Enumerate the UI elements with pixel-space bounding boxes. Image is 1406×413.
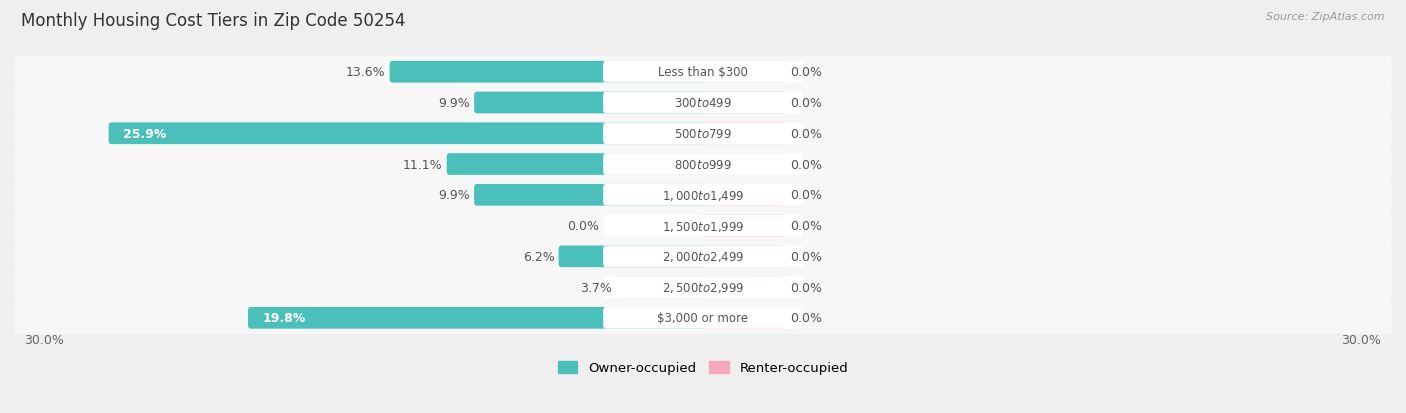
Text: 0.0%: 0.0% — [790, 311, 821, 325]
FancyBboxPatch shape — [603, 62, 803, 83]
Text: 30.0%: 30.0% — [24, 334, 65, 347]
Text: $3,000 or more: $3,000 or more — [658, 311, 748, 325]
FancyBboxPatch shape — [700, 154, 786, 176]
FancyBboxPatch shape — [603, 185, 803, 206]
Text: 3.7%: 3.7% — [579, 281, 612, 294]
FancyBboxPatch shape — [700, 277, 786, 298]
FancyBboxPatch shape — [700, 62, 786, 83]
FancyBboxPatch shape — [700, 215, 786, 237]
Text: 0.0%: 0.0% — [790, 97, 821, 110]
FancyBboxPatch shape — [700, 246, 786, 268]
FancyBboxPatch shape — [108, 123, 706, 145]
FancyBboxPatch shape — [616, 277, 706, 298]
Text: $500 to $799: $500 to $799 — [673, 128, 733, 140]
Text: 9.9%: 9.9% — [439, 97, 470, 110]
Text: $800 to $999: $800 to $999 — [673, 158, 733, 171]
Text: 0.0%: 0.0% — [567, 220, 599, 233]
Text: $1,500 to $1,999: $1,500 to $1,999 — [662, 219, 744, 233]
FancyBboxPatch shape — [14, 149, 1392, 181]
FancyBboxPatch shape — [558, 246, 706, 268]
FancyBboxPatch shape — [474, 185, 706, 206]
FancyBboxPatch shape — [603, 307, 803, 329]
Text: $1,000 to $1,499: $1,000 to $1,499 — [662, 188, 744, 202]
Text: 0.0%: 0.0% — [790, 66, 821, 79]
FancyBboxPatch shape — [603, 123, 803, 145]
FancyBboxPatch shape — [603, 93, 803, 114]
FancyBboxPatch shape — [14, 87, 1392, 119]
FancyBboxPatch shape — [14, 57, 1392, 89]
Text: Monthly Housing Cost Tiers in Zip Code 50254: Monthly Housing Cost Tiers in Zip Code 5… — [21, 12, 405, 30]
Text: 0.0%: 0.0% — [790, 158, 821, 171]
Text: 25.9%: 25.9% — [122, 128, 166, 140]
Text: 0.0%: 0.0% — [790, 281, 821, 294]
Text: 19.8%: 19.8% — [262, 311, 305, 325]
Text: 13.6%: 13.6% — [346, 66, 385, 79]
FancyBboxPatch shape — [603, 277, 803, 298]
FancyBboxPatch shape — [700, 307, 786, 329]
Text: 6.2%: 6.2% — [523, 250, 554, 263]
Text: $2,000 to $2,499: $2,000 to $2,499 — [662, 250, 744, 263]
Text: 0.0%: 0.0% — [790, 220, 821, 233]
FancyBboxPatch shape — [14, 302, 1392, 334]
Legend: Owner-occupied, Renter-occupied: Owner-occupied, Renter-occupied — [558, 361, 848, 374]
Text: 0.0%: 0.0% — [790, 128, 821, 140]
FancyBboxPatch shape — [447, 154, 706, 176]
FancyBboxPatch shape — [700, 123, 786, 145]
FancyBboxPatch shape — [474, 93, 706, 114]
Text: Source: ZipAtlas.com: Source: ZipAtlas.com — [1267, 12, 1385, 22]
Text: 0.0%: 0.0% — [790, 189, 821, 202]
Text: 30.0%: 30.0% — [1341, 334, 1382, 347]
FancyBboxPatch shape — [247, 307, 706, 329]
Text: 0.0%: 0.0% — [790, 250, 821, 263]
Text: $2,500 to $2,999: $2,500 to $2,999 — [662, 280, 744, 294]
FancyBboxPatch shape — [14, 118, 1392, 150]
Text: $300 to $499: $300 to $499 — [673, 97, 733, 110]
Text: 9.9%: 9.9% — [439, 189, 470, 202]
FancyBboxPatch shape — [14, 241, 1392, 273]
FancyBboxPatch shape — [603, 154, 803, 176]
FancyBboxPatch shape — [700, 93, 786, 114]
FancyBboxPatch shape — [603, 215, 803, 237]
FancyBboxPatch shape — [14, 179, 1392, 211]
FancyBboxPatch shape — [14, 271, 1392, 304]
Text: 11.1%: 11.1% — [404, 158, 443, 171]
FancyBboxPatch shape — [603, 246, 803, 268]
FancyBboxPatch shape — [700, 185, 786, 206]
Text: Less than $300: Less than $300 — [658, 66, 748, 79]
FancyBboxPatch shape — [389, 62, 706, 83]
FancyBboxPatch shape — [14, 210, 1392, 242]
